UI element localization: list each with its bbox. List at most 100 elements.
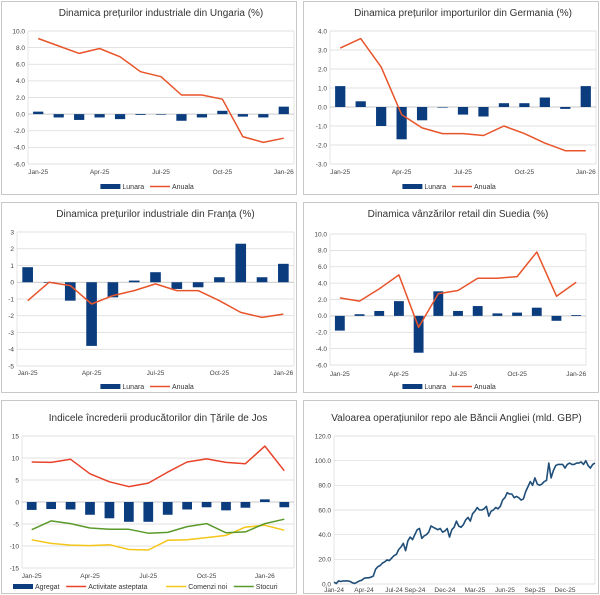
y-tick-label: 2.0 xyxy=(318,297,327,304)
chart-panel-sweden: Dinamica vânzărilor retail din Suedia (%… xyxy=(303,202,599,393)
bar-lunara xyxy=(235,243,247,283)
bar-lunara xyxy=(86,282,97,346)
legend-swatch-lunara xyxy=(100,384,121,389)
legend-swatch-lunara xyxy=(402,384,423,389)
y-tick-label: -1 xyxy=(8,296,14,303)
y-tick-label: 0.0 xyxy=(318,313,327,320)
y-tick-label: 3 xyxy=(10,229,14,236)
x-tick-label: Jul-25 xyxy=(454,169,472,176)
y-tick-label: 5 xyxy=(15,477,19,484)
y-tick-label: 0.0 xyxy=(16,111,25,118)
y-tick-label: -2 xyxy=(8,313,14,320)
bar-lunara xyxy=(214,277,225,283)
bar-agregat xyxy=(143,502,154,522)
chart-title: Indicele încrederii producătorilor din Ț… xyxy=(49,413,267,424)
bar-lunara xyxy=(335,86,346,107)
legend-label: Lunara xyxy=(122,184,144,191)
bar-lunara xyxy=(413,315,424,353)
x-tick-label: Dec-24 xyxy=(434,587,455,594)
series-line-activitate-asteptata xyxy=(31,445,285,488)
bar-lunara xyxy=(580,86,591,107)
chart-title: Dinamica prețurilor importurilor din Ger… xyxy=(354,8,572,19)
bar-lunara xyxy=(135,114,146,115)
y-tick-label: 6.0 xyxy=(318,264,327,271)
legend-label: Agregat xyxy=(35,584,60,591)
chart-panel-uk-repo: Valoarea operațiunilor repo ale Băncii A… xyxy=(303,400,599,594)
x-tick-label: Jan-26 xyxy=(566,371,586,378)
x-tick-label: Jul-24 xyxy=(385,587,403,594)
bar-lunara xyxy=(278,263,289,283)
x-tick-label: Jan-26 xyxy=(273,370,293,377)
bar-lunara xyxy=(551,315,562,321)
y-tick-label: 8.0 xyxy=(16,45,25,52)
bar-lunara xyxy=(374,310,385,316)
bar-lunara xyxy=(278,106,289,115)
chart-france-industrial-prices: Dinamica prețurilor industriale din Fran… xyxy=(8,209,295,391)
x-tick-label: Apr-25 xyxy=(90,169,110,176)
chart-title: Dinamica vânzărilor retail din Suedia (%… xyxy=(368,209,549,220)
x-tick-label: Jan-25 xyxy=(22,573,42,580)
x-tick-label: Oct-25 xyxy=(515,169,535,176)
chart-title: Dinamica prețurilor industriale din Fran… xyxy=(56,209,254,220)
y-tick-label: 40.0 xyxy=(318,532,331,539)
x-tick-label: Dec-25 xyxy=(554,587,575,594)
bar-lunara xyxy=(217,110,228,115)
chart-germany-import-prices: Dinamica prețurilor importurilor din Ger… xyxy=(316,8,597,191)
bar-agregat xyxy=(201,502,212,508)
bar-agregat xyxy=(221,502,231,511)
y-tick-label: -15 xyxy=(10,565,20,572)
y-tick-label: 10 xyxy=(12,455,20,462)
y-tick-label: 4.0 xyxy=(318,28,327,35)
series-line-repo xyxy=(333,459,596,585)
bar-lunara xyxy=(74,114,85,120)
y-tick-label: -2.0 xyxy=(316,142,328,149)
x-tick-label: Sep-24 xyxy=(404,587,425,594)
x-tick-label: Jan-25 xyxy=(18,370,38,377)
y-tick-label: 10.0 xyxy=(12,28,25,35)
y-tick-label: 100.0 xyxy=(315,458,332,465)
y-tick-label: 15 xyxy=(12,433,20,440)
bar-agregat xyxy=(260,499,270,502)
y-tick-label: 1.0 xyxy=(318,85,327,92)
x-tick-label: Jun-25 xyxy=(495,587,515,594)
bar-agregat xyxy=(162,502,173,515)
legend-label: Comenzi noi xyxy=(188,584,227,591)
bar-lunara xyxy=(376,107,387,126)
y-tick-label: 3.0 xyxy=(318,47,327,54)
x-tick-label: Jan-26 xyxy=(576,169,596,176)
bar-lunara xyxy=(531,307,542,316)
legend-label: Stocuri xyxy=(256,584,278,591)
y-tick-label: 60.0 xyxy=(318,507,331,514)
bar-agregat xyxy=(104,502,115,519)
legend-label: Anuala xyxy=(474,184,496,191)
bar-lunara xyxy=(53,114,64,118)
chart-hungary-industrial-prices: Dinamica prețurilor industriale din Unga… xyxy=(12,8,295,191)
bar-agregat xyxy=(124,502,134,522)
bar-agregat xyxy=(182,502,192,510)
x-tick-label: Jul-25 xyxy=(152,169,170,176)
chart-panel-france: Dinamica prețurilor industriale din Fran… xyxy=(1,202,297,393)
legend-label: Lunara xyxy=(122,384,144,391)
bar-lunara xyxy=(478,107,489,117)
legend-label: Lunara xyxy=(424,184,446,191)
legend-label: Anuala xyxy=(474,384,496,391)
bar-lunara xyxy=(453,310,463,316)
bar-lunara xyxy=(354,314,365,316)
y-tick-label: -3.0 xyxy=(316,161,328,168)
x-tick-label: Oct-25 xyxy=(197,573,217,580)
series-line-anuala xyxy=(37,37,284,144)
legend-swatch-lunara xyxy=(402,184,423,189)
bar-lunara xyxy=(394,301,404,316)
x-tick-label: Oct-25 xyxy=(210,370,230,377)
x-tick-label: Jan-25 xyxy=(330,169,350,176)
series-line-anuala xyxy=(339,37,586,152)
bar-lunara xyxy=(433,291,444,316)
x-tick-label: Apr-25 xyxy=(389,371,409,378)
bar-lunara xyxy=(237,114,248,117)
series-line-comenzi-noi xyxy=(31,524,285,551)
bar-lunara xyxy=(150,272,161,283)
legend-label: Activitate asteptata xyxy=(88,584,147,591)
y-tick-label: 4.0 xyxy=(16,78,25,85)
y-tick-label: 0 xyxy=(15,499,19,506)
bar-agregat xyxy=(26,502,37,510)
